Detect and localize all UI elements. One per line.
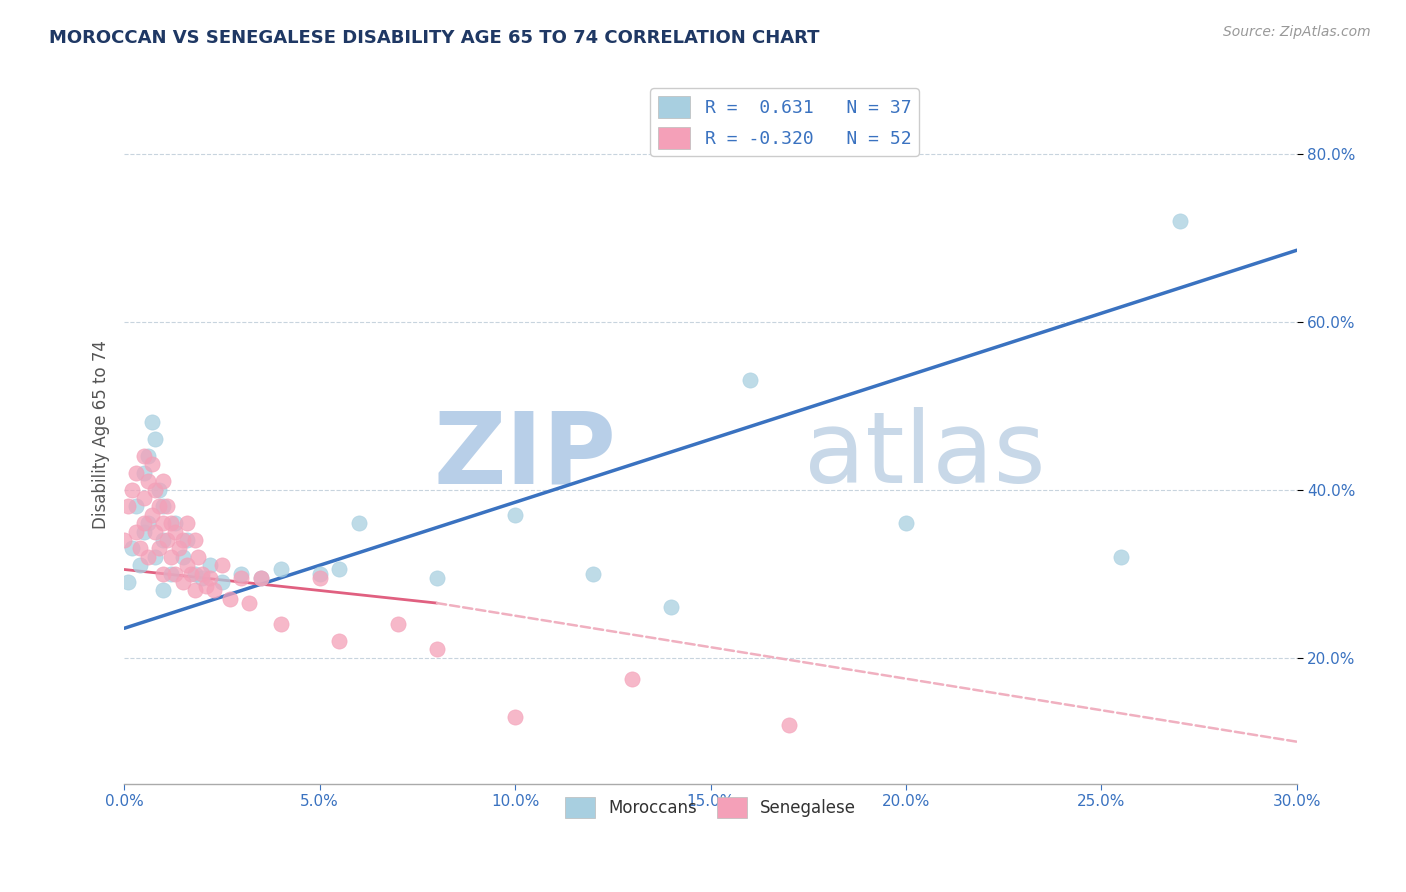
Point: [308, 571, 330, 585]
Point: [152, 516, 174, 531]
Point: [238, 596, 260, 610]
Point: [156, 500, 179, 514]
Point: [136, 516, 159, 531]
Point: [132, 449, 155, 463]
Point: [347, 516, 370, 531]
Point: [128, 558, 150, 573]
Point: [426, 571, 449, 585]
Point: [270, 617, 292, 632]
Text: atlas: atlas: [804, 408, 1046, 505]
Point: [176, 558, 198, 573]
Point: [503, 508, 526, 522]
Point: [152, 533, 174, 547]
Point: [387, 617, 409, 632]
Point: [328, 562, 350, 576]
Point: [163, 524, 186, 539]
Point: [145, 549, 167, 564]
Point: [128, 541, 150, 556]
Point: [661, 600, 683, 615]
Point: [172, 533, 194, 547]
Point: [211, 558, 233, 573]
Point: [167, 541, 190, 556]
Point: [160, 549, 183, 564]
Point: [125, 500, 148, 514]
Point: [141, 508, 163, 522]
Point: [582, 566, 605, 581]
Text: MOROCCAN VS SENEGALESE DISABILITY AGE 65 TO 74 CORRELATION CHART: MOROCCAN VS SENEGALESE DISABILITY AGE 65…: [49, 29, 820, 46]
Point: [136, 449, 159, 463]
Point: [136, 549, 159, 564]
Y-axis label: Disability Age 65 to 74: Disability Age 65 to 74: [93, 341, 110, 530]
Point: [121, 483, 143, 497]
Point: [121, 541, 143, 556]
Point: [145, 432, 167, 446]
Point: [117, 500, 139, 514]
Point: [132, 516, 155, 531]
Point: [187, 549, 209, 564]
Point: [200, 558, 222, 573]
Point: [1168, 214, 1191, 228]
Point: [231, 566, 253, 581]
Point: [132, 524, 155, 539]
Point: [426, 642, 449, 657]
Point: [894, 516, 917, 531]
Point: [152, 500, 174, 514]
Point: [218, 591, 240, 606]
Point: [778, 718, 800, 732]
Point: [200, 571, 222, 585]
Point: [163, 566, 186, 581]
Point: [145, 524, 167, 539]
Point: [172, 575, 194, 590]
Point: [125, 466, 148, 480]
Point: [152, 566, 174, 581]
Text: Source: ZipAtlas.com: Source: ZipAtlas.com: [1223, 25, 1371, 39]
Point: [148, 541, 170, 556]
Point: [160, 566, 183, 581]
Point: [328, 633, 350, 648]
Point: [1109, 549, 1132, 564]
Point: [621, 672, 644, 686]
Point: [270, 562, 292, 576]
Point: [183, 533, 205, 547]
Point: [163, 516, 186, 531]
Point: [125, 524, 148, 539]
Text: ZIP: ZIP: [434, 408, 617, 505]
Point: [148, 483, 170, 497]
Point: [250, 571, 273, 585]
Point: [152, 475, 174, 489]
Point: [141, 458, 163, 472]
Point: [183, 566, 205, 581]
Point: [172, 549, 194, 564]
Point: [231, 571, 253, 585]
Point: [176, 516, 198, 531]
Point: [211, 575, 233, 590]
Point: [132, 491, 155, 505]
Point: [148, 500, 170, 514]
Point: [191, 566, 214, 581]
Point: [202, 583, 225, 598]
Point: [152, 583, 174, 598]
Point: [250, 571, 273, 585]
Point: [180, 566, 202, 581]
Point: [503, 709, 526, 723]
Point: [738, 373, 761, 387]
Legend: Moroccans, Senegalese: Moroccans, Senegalese: [558, 790, 863, 824]
Point: [136, 475, 159, 489]
Point: [183, 583, 205, 598]
Point: [191, 571, 214, 585]
Point: [112, 533, 135, 547]
Point: [145, 483, 167, 497]
Point: [195, 579, 218, 593]
Point: [141, 416, 163, 430]
Point: [156, 533, 179, 547]
Point: [176, 533, 198, 547]
Point: [308, 566, 330, 581]
Point: [132, 466, 155, 480]
Point: [160, 516, 183, 531]
Point: [117, 575, 139, 590]
